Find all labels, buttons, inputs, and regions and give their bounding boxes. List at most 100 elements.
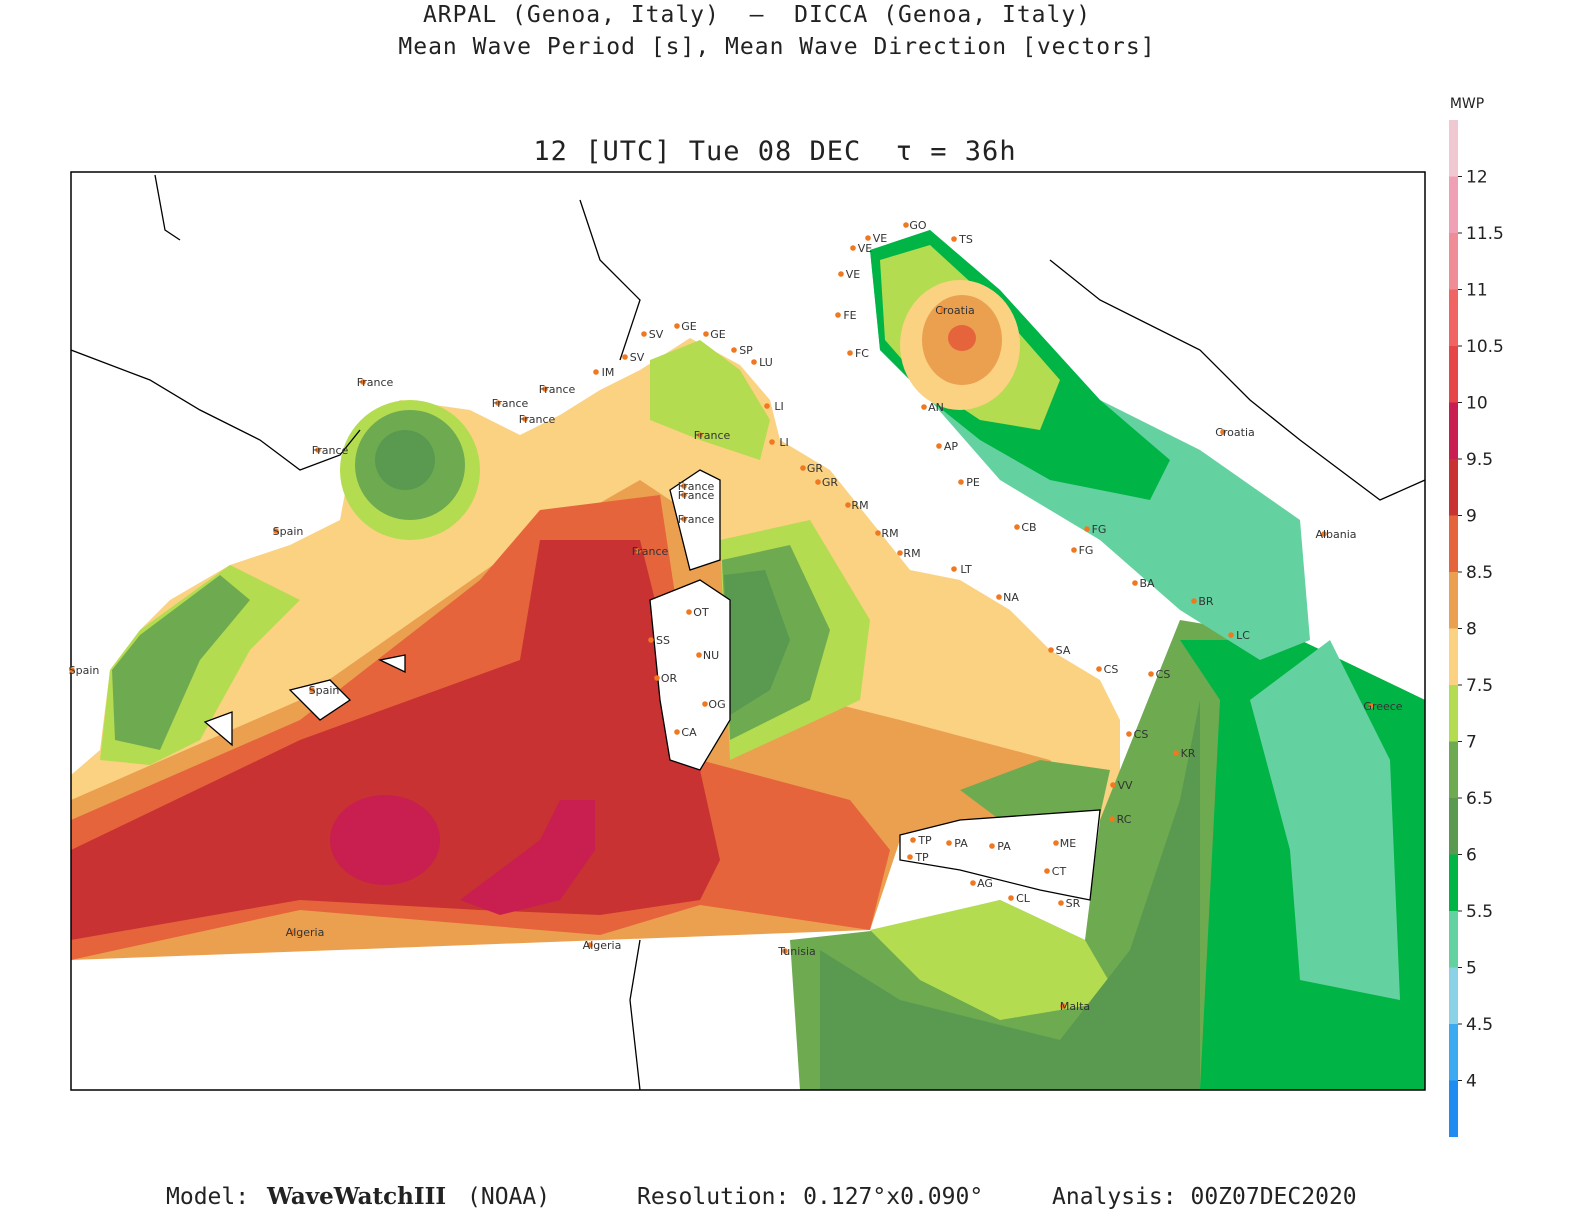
place-label: LT <box>960 563 972 576</box>
place-label: AN <box>928 401 944 414</box>
station-dot <box>1071 547 1077 553</box>
place-label: SR <box>1066 897 1081 910</box>
border <box>1049 259 1425 501</box>
station-dot <box>315 447 321 453</box>
place-label: LI <box>779 436 788 449</box>
colorbar-tick-label: 10.5 <box>1466 337 1504 357</box>
station-dot <box>681 483 687 489</box>
place-label: SV <box>649 328 664 341</box>
station-dot <box>970 880 976 886</box>
place-label: VE <box>858 242 873 255</box>
station-dot <box>946 840 952 846</box>
station-dot <box>989 843 995 849</box>
station-dot <box>875 530 881 536</box>
station-dot <box>1126 731 1132 737</box>
land <box>203 711 233 747</box>
colorbar-band <box>1449 402 1458 459</box>
station-dot <box>1058 900 1064 906</box>
land <box>649 579 731 771</box>
place-label: France <box>492 397 529 410</box>
field <box>820 700 1200 1090</box>
station-dot <box>800 465 806 471</box>
station-dot <box>1228 632 1234 638</box>
station-dot <box>622 354 628 360</box>
place-label: BR <box>1198 595 1214 608</box>
station-dot <box>764 403 770 409</box>
station-dot <box>850 245 856 251</box>
place-label: RM <box>903 547 920 560</box>
place-label: OR <box>661 672 678 685</box>
place-label: LI <box>774 400 783 413</box>
colorbar-tick-label: 12 <box>1466 168 1488 188</box>
footer-model: WaveWatchIII <box>266 1183 446 1210</box>
colorbar-tick-label: 8.5 <box>1466 563 1493 583</box>
place-label: VE <box>846 268 861 281</box>
station-dot <box>1060 1003 1066 1009</box>
place-label: Croatia <box>1215 426 1255 439</box>
place-label: GO <box>909 219 927 232</box>
station-dot <box>897 550 903 556</box>
place-label: CT <box>1052 865 1067 878</box>
colorbar-band <box>1449 289 1458 346</box>
colorbar-tick-label: 6.5 <box>1466 789 1493 809</box>
colorbar-band <box>1449 176 1458 233</box>
place-label: France <box>539 383 576 396</box>
station-dot <box>865 235 871 241</box>
station-dot <box>648 637 654 643</box>
place-label: Malta <box>1060 1000 1090 1013</box>
place-label: France <box>632 545 669 558</box>
place-label: FG <box>1079 544 1094 557</box>
colorbar-tick-label: 4 <box>1466 1072 1477 1092</box>
place-label: SV <box>630 351 645 364</box>
place-label: France <box>694 429 731 442</box>
place-label: FG <box>1092 523 1107 536</box>
station-dot <box>681 492 687 498</box>
colorbar-tick-label: 10 <box>1466 394 1488 414</box>
colorbar-tick-label: 7 <box>1466 733 1477 753</box>
colorbar-tick-label: 5 <box>1466 959 1477 979</box>
station-dot <box>845 502 851 508</box>
station-dot <box>1014 524 1020 530</box>
station-dot <box>815 479 821 485</box>
footer-model-label: Model: <box>166 1184 249 1210</box>
place-label: Spain <box>309 684 340 697</box>
station-dot <box>1096 666 1102 672</box>
station-dot <box>731 347 737 353</box>
place-label: France <box>357 376 394 389</box>
place-label: GR <box>822 476 839 489</box>
station-dot <box>1148 671 1154 677</box>
station-dot <box>674 729 680 735</box>
station-dot <box>1053 840 1059 846</box>
footer-model-source: (NOAA) <box>467 1184 550 1210</box>
place-label: BA <box>1139 577 1155 590</box>
colorbar-band <box>1449 854 1458 911</box>
place-label: France <box>678 513 715 526</box>
colorbar-tick-label: 9 <box>1466 507 1477 527</box>
place-label: France <box>519 413 556 426</box>
colorbar-band <box>1449 685 1458 742</box>
station-dot <box>1109 816 1115 822</box>
place-label: RM <box>881 527 898 540</box>
station-dot <box>587 942 593 948</box>
station-dot <box>696 652 702 658</box>
field <box>375 430 435 490</box>
station-dot <box>542 386 548 392</box>
station-dot <box>921 404 927 410</box>
place-label: PA <box>997 840 1011 853</box>
station-dot <box>697 432 703 438</box>
station-dot <box>1044 868 1050 874</box>
station-dot <box>835 312 841 318</box>
place-label: NU <box>703 649 719 662</box>
place-label: LC <box>1236 629 1250 642</box>
land <box>899 809 1101 901</box>
colorbar-band <box>1449 628 1458 685</box>
place-label: Algeria <box>583 939 622 952</box>
station-dot <box>1191 598 1197 604</box>
place-label: AP <box>944 440 959 453</box>
field <box>960 760 1110 820</box>
colorbar-tick-label: 9.5 <box>1466 450 1493 470</box>
place-label: CS <box>1104 663 1119 676</box>
field <box>724 570 790 715</box>
field <box>870 900 1120 1020</box>
